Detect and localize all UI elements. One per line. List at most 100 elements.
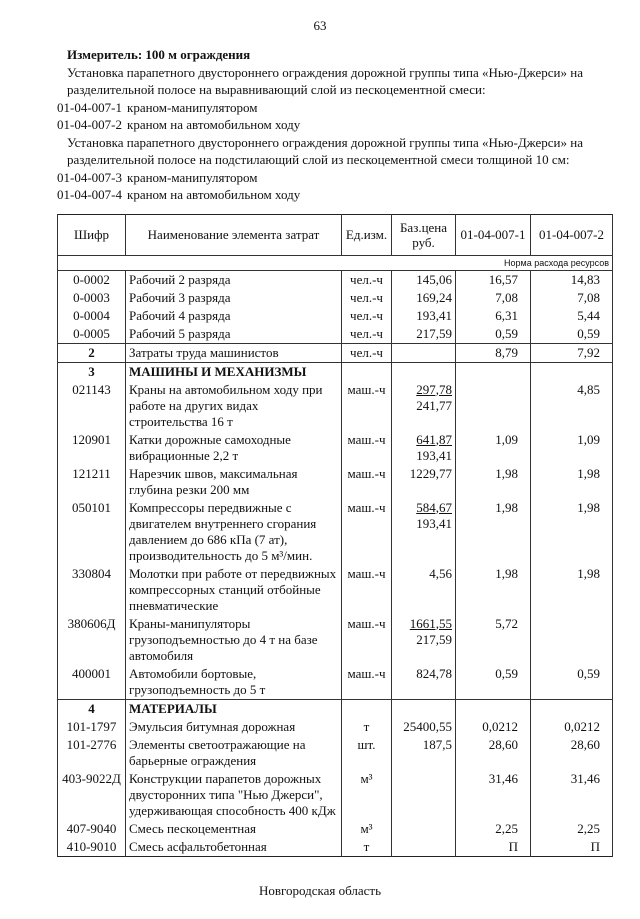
value-cell-007-1-text: П	[508, 838, 518, 854]
table-row: 050101 Компрессоры передвижные с двигател…	[57, 498, 613, 565]
table-row: 400001 Автомобили бортовые, грузоподъемно…	[57, 664, 613, 699]
unit-cell-text: маш.-ч	[347, 665, 386, 681]
value-cell-007-1: П	[455, 837, 531, 856]
value-cell-007-2: 5,44	[530, 306, 613, 325]
value-cell-007-2: 14,83	[530, 270, 613, 289]
name-cell-text: Эмульсия битумная дорожная	[129, 718, 296, 734]
value-cell-007-2: 1,09	[530, 430, 613, 465]
code-cell: 2	[57, 342, 126, 362]
code-cell: 400001	[57, 664, 126, 699]
section-number: 3	[57, 361, 126, 381]
value-cell-007-2-text: 0,59	[577, 665, 600, 681]
price-cell-text: 169,24	[416, 289, 452, 305]
table-row: 330804 Молотки при работе от передвижных …	[57, 564, 613, 615]
table-row: 0-0003 Рабочий 3 разряда чел.-ч 169,24 7,08 7…	[57, 288, 613, 307]
name-cell: Рабочий 5 разряда	[125, 324, 342, 343]
code-cell: 021143	[57, 380, 126, 431]
value-cell-007-2: 28,60	[530, 735, 613, 770]
value-cell-007-1-text: 16,57	[488, 271, 518, 287]
variant-line: 01-04-007-1 краном-манипулятором	[57, 99, 622, 117]
name-cell: Компрессоры передвижные с двигателем вну…	[125, 498, 342, 565]
name-cell-text: Рабочий 4 разряда	[129, 307, 231, 323]
resource-table: Шифр Наименование элемента затрат Ед.изм. Б…	[57, 213, 613, 857]
table-row: 120901 Катки дорожные самоходные вибрацио…	[57, 430, 613, 465]
unit-cell: шт.	[341, 735, 392, 770]
value-cell-007-1: 6,31	[455, 306, 531, 325]
value-cell-007-2-text: 2,25	[577, 820, 600, 836]
variant-code: 01-04-007-2	[57, 117, 122, 132]
unit-cell: м³	[341, 769, 392, 820]
table-row: 0-0004 Рабочий 4 разряда чел.-ч 193,41 6,31 5…	[57, 306, 613, 325]
code-cell: 0-0005	[57, 324, 126, 343]
code-cell: 380606Д	[57, 614, 126, 665]
value-cell-007-2: 0,0212	[530, 717, 613, 736]
section-title: МАШИНЫ И МЕХАНИЗМЫ	[125, 361, 342, 381]
value-cell-007-1-text: 28,60	[488, 736, 518, 752]
price-cell: 187,5	[391, 735, 456, 770]
value-cell-007-2: 0,59	[530, 324, 613, 343]
unit-cell: чел.-ч	[341, 288, 392, 307]
value-cell-007-1: 1,09	[455, 430, 531, 465]
value-cell-007-1-text: 1,98	[495, 465, 518, 481]
value-cell-007-1: 0,59	[455, 664, 531, 699]
value-cell-007-1-text: 6,31	[495, 307, 518, 323]
name-cell-text: Катки дорожные самоходные вибрационные 2…	[129, 431, 291, 463]
unit-cell-text: чел.-ч	[350, 307, 383, 323]
price-cell-text: 193,41	[416, 307, 452, 323]
table-row: 407-9040 Смесь пескоцементная м³ 2,25 2,25	[57, 819, 613, 838]
price-cell	[391, 819, 456, 838]
unit-cell-text: маш.-ч	[347, 431, 386, 447]
unit-cell: т	[341, 837, 392, 856]
value-cell-007-1: 31,46	[455, 769, 531, 820]
unit-cell: маш.-ч	[341, 564, 392, 615]
value-cell-007-1-text: 0,59	[495, 325, 518, 341]
column-header: Ед.изм.	[341, 214, 392, 256]
code-cell: 0-0004	[57, 306, 126, 325]
column-header: 01-04-007-1	[455, 214, 531, 256]
name-cell: Краны на автомобильном ходу при работе н…	[125, 380, 342, 431]
variant-code: 01-04-007-1	[57, 99, 122, 115]
unit-cell-text: маш.-ч	[347, 465, 386, 481]
price-cell: 641,87 193,41	[391, 430, 456, 465]
code-cell: 0-0002	[57, 270, 126, 289]
unit-cell-text: чел.-ч	[350, 271, 383, 287]
unit-cell-text: шт.	[357, 736, 376, 752]
table-row: 121211 Нарезчик швов, максимальная глубин…	[57, 464, 613, 499]
value-cell-007-1: 1,98	[455, 498, 531, 565]
value-cell-007-2: 2,25	[530, 819, 613, 838]
value-cell-007-1-text: 5,72	[495, 615, 518, 631]
variant-line: 01-04-007-2 краном на автомобильном ходу	[57, 116, 622, 134]
price-cell	[391, 837, 456, 856]
unit-cell: маш.-ч	[341, 464, 392, 499]
value-cell-007-1-text: 1,09	[495, 431, 518, 447]
price-value: 641,87	[416, 431, 452, 447]
value-cell-007-1: 1,98	[455, 464, 531, 499]
name-cell-text: Компрессоры передвижные с двигателем вну…	[129, 499, 317, 563]
name-cell: Нарезчик швов, максимальная глубина резк…	[125, 464, 342, 499]
variant-text: краном-манипулятором	[127, 169, 258, 185]
value-cell-007-1: 28,60	[455, 735, 531, 770]
value-cell-007-1-text: 2,25	[495, 820, 518, 836]
unit-cell: чел.-ч	[341, 342, 392, 362]
norm-label: Норма расхода ресурсов	[57, 254, 613, 271]
unit-cell: маш.-ч	[341, 430, 392, 465]
table-row: 380606Д Краны-манипуляторы грузоподъемнос…	[57, 614, 613, 665]
unit-cell: т	[341, 717, 392, 736]
variant-line: 01-04-007-3 краном-манипулятором	[57, 169, 622, 187]
value-cell-007-1: 5,72	[455, 614, 531, 665]
section-title: МАТЕРИАЛЫ	[125, 698, 342, 718]
name-cell-text: Затраты труда машинистов	[129, 344, 279, 360]
name-cell: Молотки при работе от передвижных компре…	[125, 564, 342, 615]
value-cell-007-1-text: 7,08	[495, 289, 518, 305]
price-cell: 4,56	[391, 564, 456, 615]
name-cell-text: Краны-манипуляторы грузоподъемностью до …	[129, 615, 318, 663]
price-cell: 297,78 241,77	[391, 380, 456, 431]
name-cell: Краны-манипуляторы грузоподъемностью до …	[125, 614, 342, 665]
value-cell-007-2-text: 4,85	[577, 381, 600, 397]
price-secondary: 217,59	[416, 631, 452, 647]
name-cell-text: Рабочий 2 разряда	[129, 271, 231, 287]
price-value: 297,78	[416, 381, 452, 397]
code-cell: 050101	[57, 498, 126, 565]
value-cell-007-2-text: 1,98	[577, 565, 600, 581]
section-row: 3 МАШИНЫ И МЕХАНИЗМЫ	[57, 361, 613, 381]
